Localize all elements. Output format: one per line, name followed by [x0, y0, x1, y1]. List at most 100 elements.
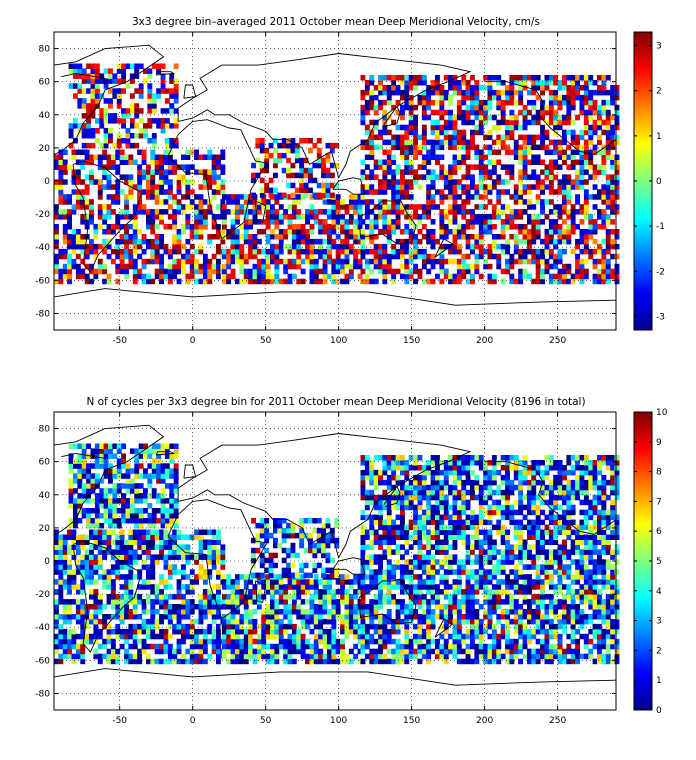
- bin-cell: [299, 522, 305, 529]
- bin-cell: [456, 204, 462, 210]
- bin-cell: [270, 614, 275, 620]
- bin-cell: [340, 243, 345, 250]
- bin-cell: [264, 152, 270, 159]
- bin-cell: [461, 129, 467, 136]
- bin-cell: [461, 224, 467, 230]
- bin-cell: [251, 177, 256, 184]
- bin-cell: [278, 589, 284, 595]
- bin-cell: [159, 614, 164, 620]
- bin-cell: [340, 199, 345, 205]
- bin-cell: [318, 589, 324, 595]
- bin-cell: [513, 75, 519, 81]
- bin-cell: [261, 199, 267, 205]
- bin-cell: [456, 209, 462, 215]
- bin-cell: [378, 589, 383, 595]
- bin-cell: [211, 174, 217, 180]
- bin-cell: [500, 114, 506, 121]
- bin-cell: [448, 189, 453, 195]
- bin-cell: [172, 243, 178, 250]
- bin-cell: [579, 234, 585, 240]
- bin-cell: [579, 238, 585, 245]
- bin-cell: [491, 214, 497, 220]
- bin-cell: [309, 224, 315, 230]
- bin-cell: [167, 618, 173, 625]
- bin-cell: [221, 628, 227, 635]
- bin-cell: [274, 579, 280, 585]
- bin-cell: [579, 169, 585, 175]
- bin-cell: [106, 214, 112, 220]
- bin-cell: [283, 623, 289, 630]
- bin-cell: [588, 164, 594, 170]
- bin-cell: [286, 547, 291, 554]
- bin-cell: [360, 658, 366, 665]
- bin-cell: [614, 154, 620, 160]
- bin-cell: [518, 94, 524, 101]
- bin-cell: [496, 253, 502, 260]
- bin-cell: [128, 554, 134, 560]
- bin-cell: [115, 149, 121, 155]
- bin-cell: [220, 199, 226, 205]
- bin-cell: [300, 623, 306, 630]
- bin-cell: [287, 243, 293, 250]
- bin-cell: [505, 85, 510, 91]
- bin-cell: [575, 80, 580, 86]
- bin-cell: [340, 258, 345, 265]
- bin-cell: [108, 73, 113, 79]
- bin-cell: [439, 234, 445, 240]
- bin-cell: [348, 199, 354, 205]
- bin-cell: [531, 174, 537, 180]
- bin-cell: [435, 174, 440, 180]
- bin-cell: [159, 154, 164, 160]
- bin-cell: [491, 204, 497, 210]
- bin-cell: [601, 119, 607, 126]
- bin-cell: [439, 248, 445, 255]
- bin-cell: [535, 109, 541, 116]
- bin-cell: [610, 129, 616, 136]
- bin-cell: [251, 192, 256, 199]
- bin-cell: [102, 263, 108, 270]
- bin-cell: [252, 653, 258, 660]
- bin-cell: [483, 164, 489, 170]
- bin-cell: [283, 209, 289, 215]
- bin-cell: [382, 643, 388, 650]
- bin-cell: [373, 248, 379, 255]
- bin-cell: [147, 138, 153, 144]
- bin-cell: [167, 554, 173, 560]
- bin-cell: [81, 473, 87, 479]
- bin-cell: [274, 574, 280, 580]
- bin-cell: [256, 594, 262, 600]
- bin-cell: [265, 609, 271, 615]
- bin-cell: [500, 248, 506, 255]
- bin-cell: [527, 139, 532, 146]
- bin-cell: [404, 248, 410, 255]
- bin-cell: [173, 468, 179, 474]
- bin-cell: [601, 219, 607, 225]
- bin-cell: [373, 529, 379, 535]
- bin-cell: [335, 243, 341, 250]
- bin-cell: [601, 209, 607, 215]
- bin-cell: [500, 119, 506, 126]
- bin-cell: [128, 609, 134, 615]
- bin-cell: [151, 448, 157, 454]
- bin-cell: [146, 544, 151, 550]
- bin-cell: [146, 243, 151, 250]
- bin-cell: [189, 643, 195, 650]
- bin-cell: [270, 604, 275, 610]
- bin-cell: [544, 214, 550, 220]
- bin-cell: [487, 144, 493, 151]
- bin-cell: [167, 614, 173, 620]
- bin-cell: [80, 628, 86, 635]
- bin-cell: [110, 599, 116, 605]
- bin-cell: [382, 519, 388, 526]
- bin-cell: [172, 248, 178, 255]
- bin-cell: [202, 609, 208, 615]
- bin-cell: [296, 229, 302, 235]
- bin-cell: [382, 109, 388, 116]
- bin-cell: [119, 149, 125, 155]
- bin-cell: [202, 268, 208, 275]
- bin-cell: [548, 273, 554, 280]
- bin-cell: [239, 594, 245, 600]
- bin-cell: [143, 473, 148, 479]
- colorbar-tick-label: 0: [656, 177, 662, 187]
